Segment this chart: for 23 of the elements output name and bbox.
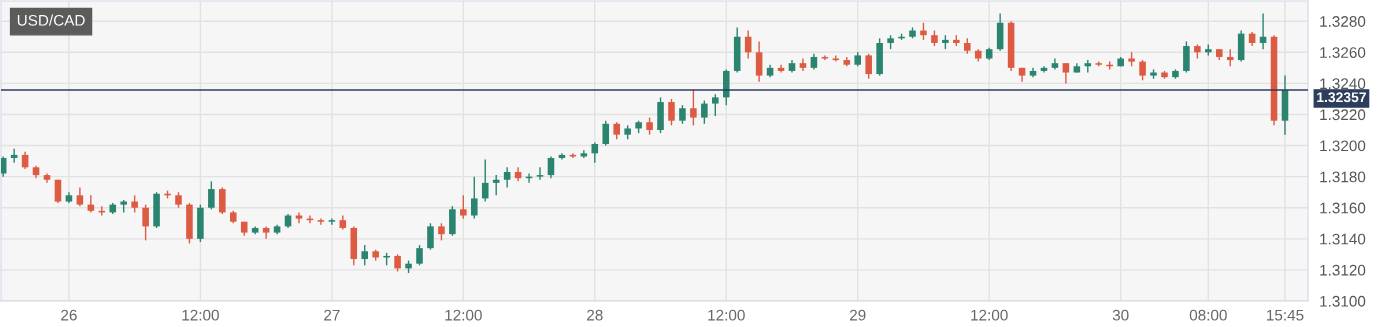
y-tick-label: 1.3240: [1320, 78, 1366, 90]
x-tick-label: 30: [1112, 309, 1129, 321]
x-tick-label: 12:00: [708, 309, 745, 321]
y-tick-label: 1.3280: [1320, 16, 1366, 27]
x-tick-label: 28: [587, 309, 603, 321]
y-tick-label: 1.3120: [1320, 264, 1366, 276]
x-tick-label: 12:00: [182, 309, 219, 321]
y-tick-label: 1.3200: [1320, 140, 1366, 152]
x-tick-label: 08:00: [1189, 309, 1227, 321]
x-tick-label: 29: [850, 309, 866, 321]
x-tick-label: 26: [61, 309, 77, 321]
x-tick-label: 27: [324, 309, 340, 321]
x-tick-label: 12:00: [971, 309, 1008, 321]
y-tick-label: 1.3260: [1320, 47, 1366, 58]
ref-line-label: 1.32357: [1317, 92, 1366, 103]
y-tick-label: 1.3180: [1320, 171, 1366, 183]
y-tick-label: 1.3140: [1320, 233, 1366, 245]
y-tick-label: 1.3100: [1320, 295, 1366, 307]
x-tick-label: 15:45: [1267, 309, 1304, 321]
x-tick-label: 12:00: [445, 309, 482, 321]
y-tick-label: 1.3160: [1320, 202, 1366, 214]
y-tick-label: 1.3220: [1320, 109, 1366, 121]
text: USD/CAD: [17, 14, 85, 26]
